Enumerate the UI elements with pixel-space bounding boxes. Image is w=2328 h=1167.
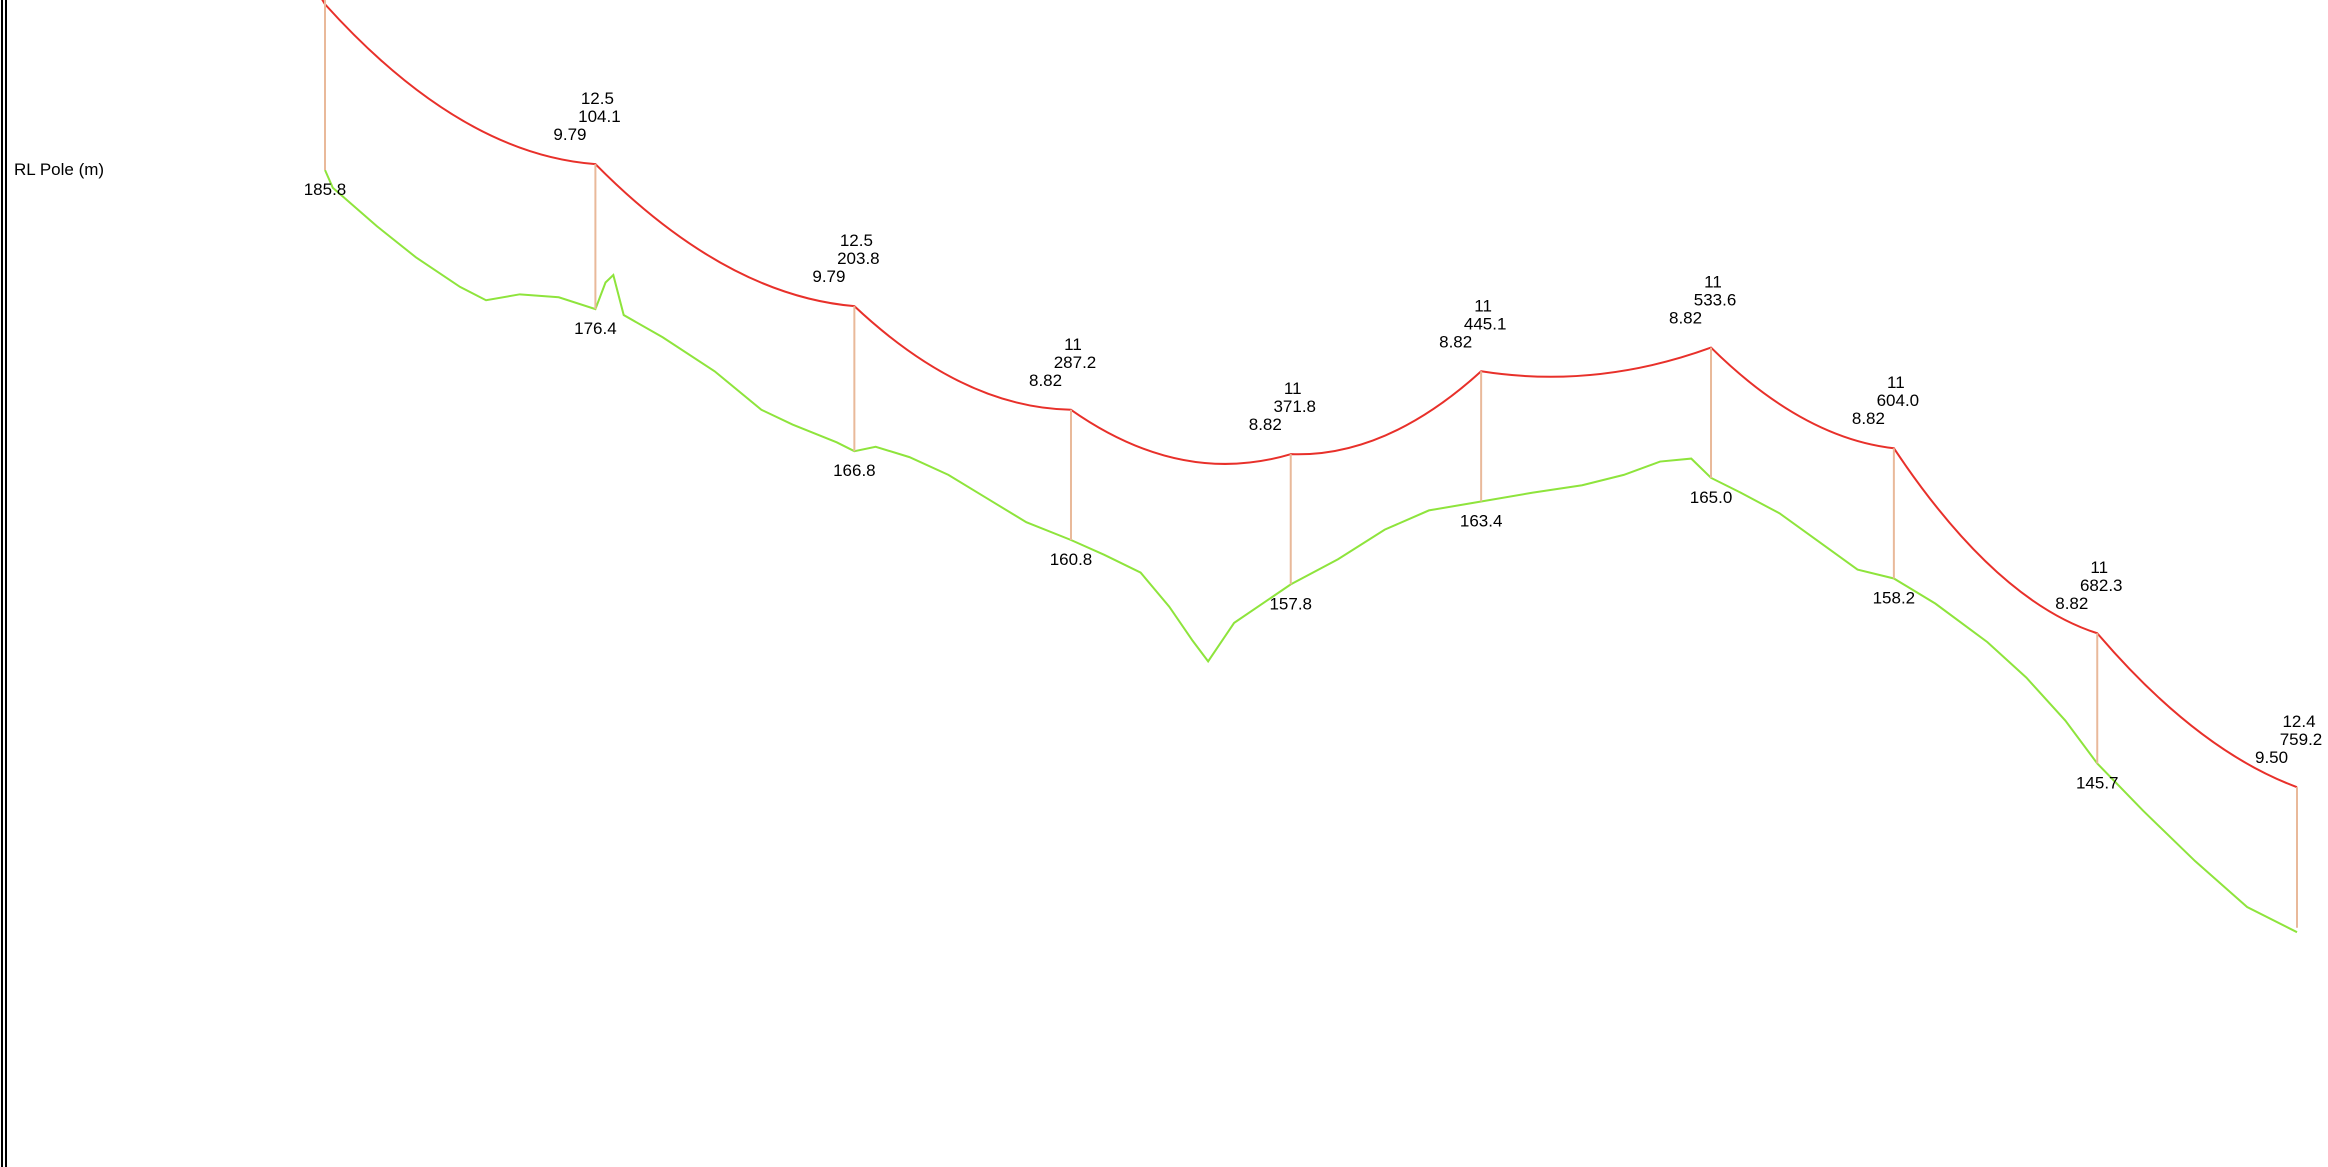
pole-attach-label-7: 8.82 xyxy=(1669,309,1702,328)
pole-rl-label-8: 158.2 xyxy=(1873,588,1916,607)
pole-chainage-label-8: 604.0 xyxy=(1877,391,1920,410)
pole-height-label-2: 12.5 xyxy=(581,89,614,108)
pole-height-label-9: 11 xyxy=(2090,558,2108,577)
pole-chainage-label-10: 759.2 xyxy=(2280,730,2323,749)
left-border xyxy=(1,0,3,1167)
pole-rl-label-6: 163.4 xyxy=(1460,512,1503,531)
pole-rl-label-4: 160.8 xyxy=(1050,550,1093,569)
pole-attach-label-10: 9.50 xyxy=(2255,748,2288,767)
pole-chainage-label-2: 104.1 xyxy=(578,107,621,126)
pole-rl-label-5: 157.8 xyxy=(1269,594,1312,613)
conductor-line xyxy=(321,0,2298,789)
pole-chainage-label-5: 371.8 xyxy=(1273,397,1316,416)
left-border-inner xyxy=(5,0,7,1167)
pole-attach-label-4: 8.82 xyxy=(1029,371,1062,390)
ground-line xyxy=(324,169,2298,934)
pole-rl-label-1: 185.8 xyxy=(304,180,347,199)
pole-height-label-6: 11 xyxy=(1474,296,1492,315)
pole-height-label-5: 11 xyxy=(1284,379,1302,398)
pole-height-label-10: 12.4 xyxy=(2282,712,2315,731)
pole-attach-label-5: 8.82 xyxy=(1249,415,1282,434)
pole-height-label-8: 11 xyxy=(1887,373,1905,392)
pole-chainage-label-4: 287.2 xyxy=(1054,353,1097,372)
pole-height-label-7: 11 xyxy=(1704,273,1722,292)
pole-attach-label-3: 9.79 xyxy=(812,267,845,286)
pole-attach-label-2: 9.79 xyxy=(553,125,586,144)
pole-chainage-label-7: 533.6 xyxy=(1694,291,1737,310)
pole-chainage-label-9: 682.3 xyxy=(2080,576,2123,595)
pole-rl-label-2: 176.4 xyxy=(574,319,617,338)
rl-pole-row-label: RL Pole (m) xyxy=(14,160,105,179)
pole-chainage-label-6: 445.1 xyxy=(1464,314,1507,333)
pole-chainage-label-3: 203.8 xyxy=(837,249,880,268)
pole-height-label-4: 11 xyxy=(1064,335,1082,354)
pole-attach-label-8: 8.82 xyxy=(1852,409,1885,428)
pole-attach-label-6: 8.82 xyxy=(1439,332,1472,351)
pole-rl-label-9: 145.7 xyxy=(2076,773,2119,792)
pole-rl-label-3: 166.8 xyxy=(833,461,876,480)
pole-rl-label-7: 165.0 xyxy=(1690,488,1733,507)
pole-height-label-3: 12.5 xyxy=(840,231,873,250)
pole-attach-label-9: 8.82 xyxy=(2055,594,2088,613)
